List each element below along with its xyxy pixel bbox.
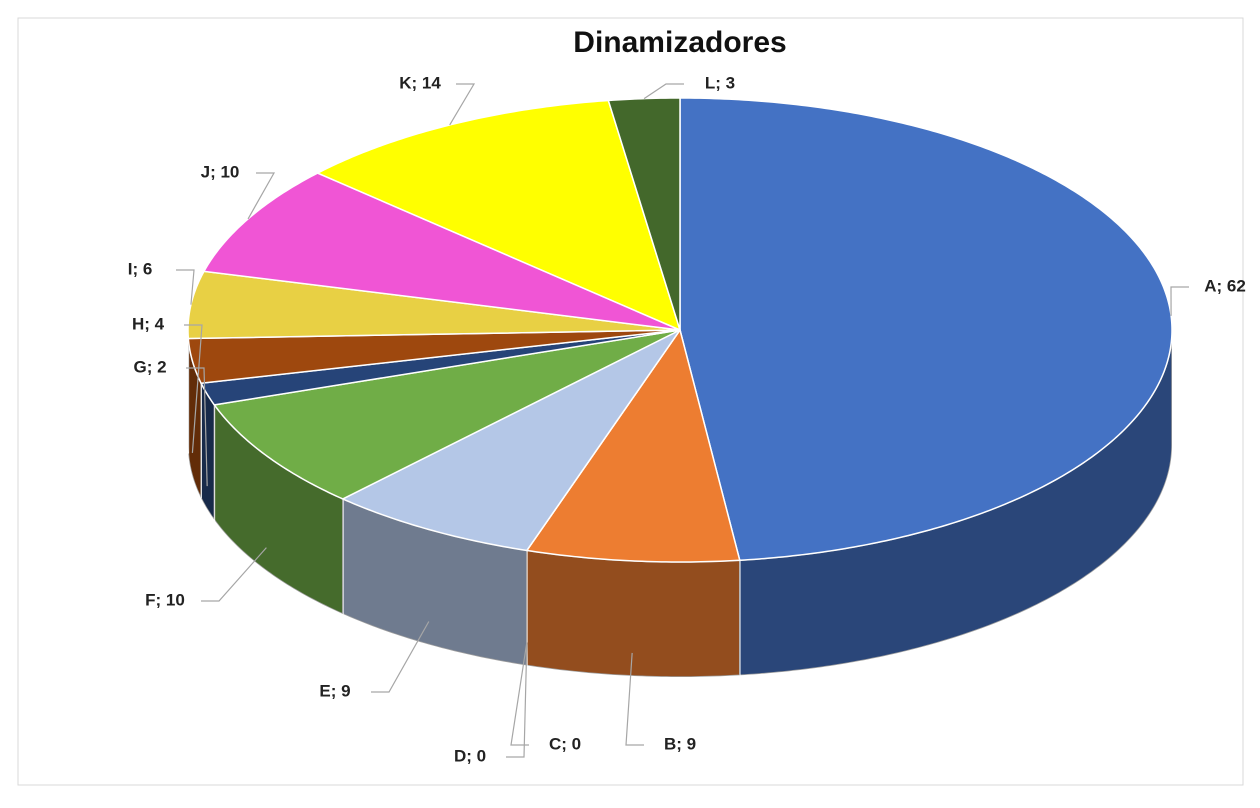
data-label: I; 6 <box>128 259 153 278</box>
data-label: G; 2 <box>133 357 166 376</box>
data-label: A; 62 <box>1204 276 1246 295</box>
data-label: E; 9 <box>319 681 350 700</box>
data-label: K; 14 <box>399 73 441 92</box>
pie-side <box>201 383 214 520</box>
pie-tops <box>188 98 1172 562</box>
data-label: F; 10 <box>145 590 185 609</box>
data-label: H; 4 <box>132 314 165 333</box>
data-label: L; 3 <box>705 73 735 92</box>
pie-side-shade <box>201 383 214 520</box>
data-label: J; 10 <box>201 162 240 181</box>
data-label: D; 0 <box>454 746 486 765</box>
chart-title: Dinamizadores <box>573 26 786 59</box>
pie-side-shade <box>527 550 740 677</box>
data-label: C; 0 <box>549 734 581 753</box>
data-label: B; 9 <box>664 734 696 753</box>
pie-side <box>527 550 740 677</box>
